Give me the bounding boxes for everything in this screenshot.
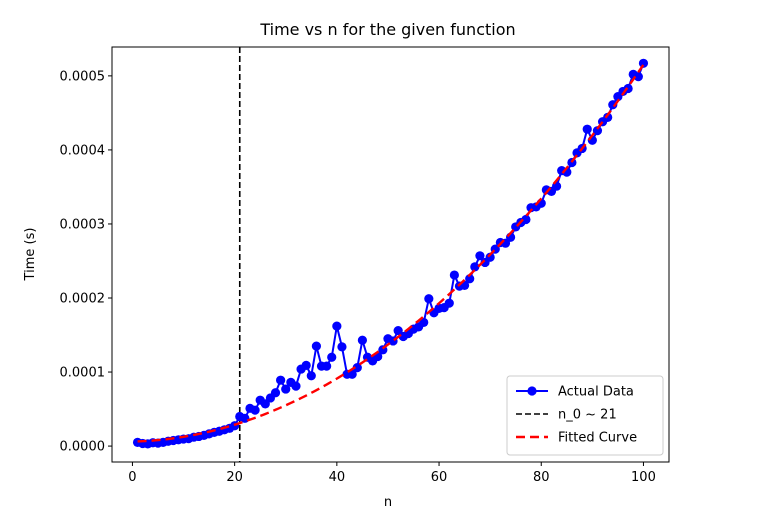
data-point <box>311 341 322 351</box>
data-point <box>419 317 429 328</box>
legend-box <box>506 375 664 456</box>
data-point <box>281 384 291 394</box>
data-point <box>633 72 643 82</box>
x-tick-label: 40 <box>329 470 346 485</box>
y-tick-label: 0.0005 <box>60 69 106 84</box>
y-tick-label: 0.0000 <box>60 440 106 455</box>
data-point <box>327 352 337 362</box>
data-point <box>592 126 603 136</box>
axes: 0 20 40 60 80 100 0.0000 0.0001 0.0002 0.0003 0.00… <box>60 46 670 485</box>
legend: Actual Data n_0 ~ 21 Fitted Curve <box>506 375 664 456</box>
data-point <box>337 342 347 352</box>
x-tick-label: 80 <box>533 470 550 485</box>
data-point <box>444 298 454 308</box>
data-point <box>603 112 613 122</box>
data-point <box>470 262 480 272</box>
y-tick-label: 0.0001 <box>60 366 106 381</box>
legend-fitted-label: Fitted Curve <box>558 431 637 446</box>
data-point <box>449 270 459 280</box>
x-tick-label: 100 <box>631 470 656 485</box>
fitted-curve-line <box>137 64 645 443</box>
data-point <box>301 360 311 370</box>
y-tick-label: 0.0003 <box>60 217 106 232</box>
data-point <box>424 294 434 304</box>
y-axis-label: Time (s) <box>23 228 38 282</box>
data-point <box>521 214 531 225</box>
data-point <box>465 274 475 284</box>
data-point <box>638 58 649 68</box>
data-point <box>485 252 495 262</box>
x-tick-label: 20 <box>226 470 243 485</box>
x-axis-label: n <box>384 495 392 510</box>
plot-frame <box>111 46 670 463</box>
legend-n0-label: n_0 ~ 21 <box>558 408 617 423</box>
data-point <box>322 361 332 371</box>
chart-title: Time vs n for the given function <box>259 20 515 39</box>
data-point <box>608 100 618 110</box>
plot-area <box>132 47 649 462</box>
data-point <box>352 362 362 373</box>
x-tick-label: 60 <box>431 470 448 485</box>
legend-actual-label: Actual Data <box>558 385 634 400</box>
data-point <box>291 381 301 391</box>
y-tick-label: 0.0002 <box>60 291 106 306</box>
data-point <box>270 388 281 398</box>
x-tick-label: 0 <box>128 470 136 485</box>
y-tick-label: 0.0004 <box>60 143 106 158</box>
data-point <box>475 251 485 261</box>
data-point <box>306 371 316 381</box>
legend-actual-marker <box>527 386 537 396</box>
data-point <box>357 335 367 345</box>
data-point <box>276 375 286 385</box>
data-point <box>582 124 592 134</box>
data-point <box>240 413 250 423</box>
data-point <box>332 321 342 331</box>
data-point <box>250 405 260 415</box>
